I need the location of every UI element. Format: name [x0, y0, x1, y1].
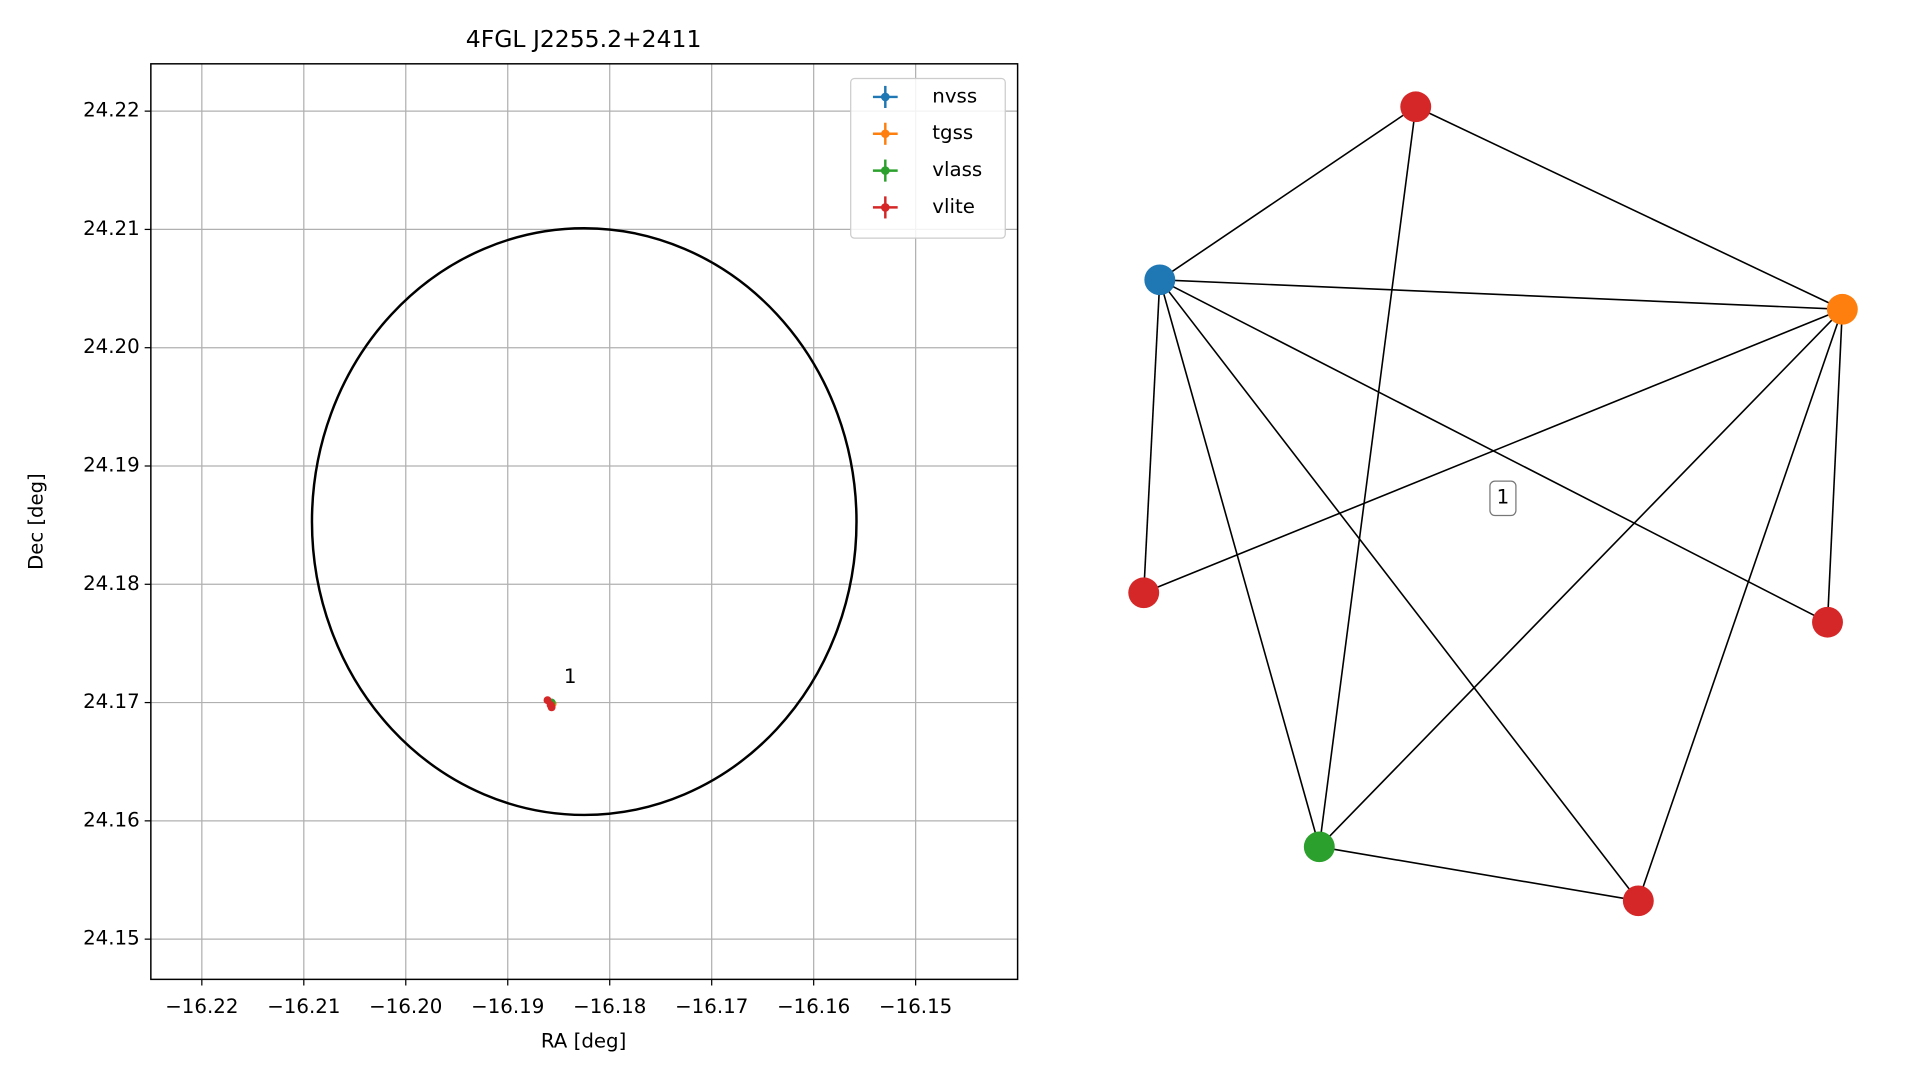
y-tick-label: 24.22	[83, 99, 140, 122]
legend-box	[850, 77, 1006, 239]
edge	[1637, 309, 1844, 902]
error-region	[310, 227, 858, 817]
edge	[1826, 309, 1844, 623]
x-tick-label: −16.21	[267, 995, 340, 1018]
point	[547, 703, 556, 712]
node	[1144, 264, 1176, 296]
x-tick-label: −16.22	[165, 995, 238, 1018]
edge	[1318, 308, 1843, 848]
annotation: 1	[564, 665, 577, 688]
node	[1303, 831, 1335, 863]
legend-label: vlite	[932, 195, 975, 218]
legend-marker	[880, 129, 890, 139]
edge	[1318, 106, 1417, 847]
edge	[1159, 279, 1843, 311]
legend-marker	[880, 203, 890, 212]
node	[1400, 91, 1432, 123]
edge	[1159, 279, 1639, 902]
y-tick-label: 24.19	[83, 454, 140, 477]
legend-label: vlass	[932, 158, 982, 181]
edge	[1159, 106, 1417, 281]
edge	[1159, 279, 1321, 848]
x-axis-label: RA [deg]	[541, 1030, 626, 1053]
node	[1812, 606, 1843, 638]
node	[1128, 577, 1160, 609]
y-tick-label: 24.18	[83, 572, 140, 595]
chart-title: 4FGL J2255.2+2411	[466, 25, 702, 53]
edge	[1319, 846, 1639, 902]
legend-marker	[880, 166, 890, 175]
x-tick-label: −16.16	[777, 995, 850, 1018]
y-tick-label: 24.17	[83, 690, 140, 713]
y-axis-label: Dec [deg]	[25, 473, 48, 570]
edge	[1143, 308, 1843, 594]
y-tick-label: 24.15	[83, 927, 140, 950]
x-tick-label: −16.15	[879, 995, 952, 1018]
node	[1622, 885, 1654, 917]
x-tick-label: −16.19	[471, 995, 544, 1018]
axes-frame	[150, 63, 1019, 981]
y-tick-label: 24.20	[83, 335, 140, 358]
legend-label: tgss	[932, 121, 973, 144]
label-box	[1489, 480, 1517, 517]
graph-label: 1	[1497, 486, 1510, 509]
x-tick-label: −16.17	[675, 995, 748, 1018]
edge	[1142, 279, 1161, 593]
edge	[1415, 106, 1843, 310]
x-tick-label: −16.18	[573, 995, 646, 1018]
legend-label: nvss	[932, 85, 977, 108]
x-tick-label: −16.20	[369, 995, 442, 1018]
y-tick-label: 24.16	[83, 808, 140, 831]
y-tick-label: 24.21	[83, 217, 140, 240]
legend-marker	[880, 92, 890, 102]
node	[1826, 293, 1858, 325]
